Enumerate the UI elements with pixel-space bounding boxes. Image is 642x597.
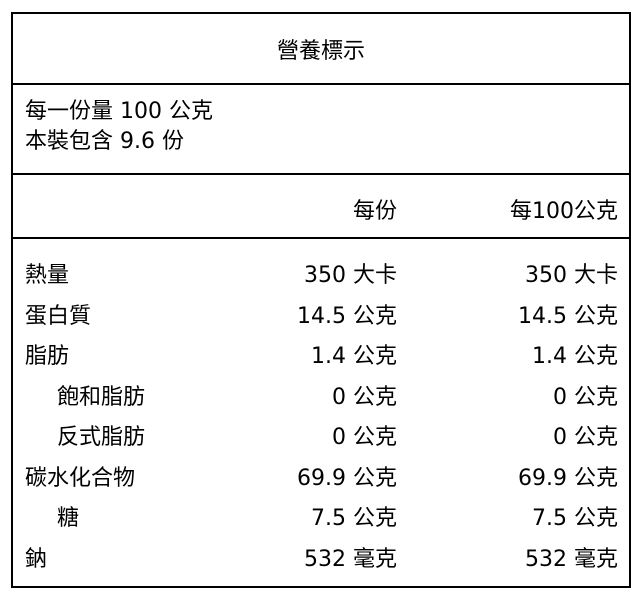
nutrient-row: 飽和脂肪 0 公克 0 公克 <box>13 377 629 418</box>
label-title: 營養標示 <box>13 14 629 85</box>
nutrient-name: 反式脂肪 <box>57 425 146 450</box>
nutrient-row: 反式脂肪 0 公克 0 公克 <box>13 417 629 458</box>
header-per-serving: 每份 <box>352 199 397 224</box>
value-per-100g: 350 大卡 <box>525 263 618 288</box>
nutrient-name: 蛋白質 <box>25 303 92 329</box>
value-per-serving: 14.5 公克 <box>297 303 397 329</box>
nutrient-row: 蛋白質 14.5 公克 14.5 公克 <box>13 296 629 337</box>
value-per-100g: 7.5 公克 <box>532 506 618 531</box>
nutrient-rows: 熱量 350 大卡 350 大卡蛋白質 14.5 公克 14.5 公克脂肪 1.4 公克 1… <box>13 239 629 579</box>
value-per-serving: 0 公克 <box>332 425 397 450</box>
nutrient-row: 熱量 350 大卡 350 大卡 <box>13 255 629 296</box>
value-per-serving: 69.9 公克 <box>297 465 397 491</box>
nutrient-name: 熱量 <box>25 263 70 288</box>
nutrient-name: 脂肪 <box>25 344 70 369</box>
value-per-serving: 350 大卡 <box>304 263 397 288</box>
nutrient-row: 糖 7.5 公克 7.5 公克 <box>13 498 629 539</box>
nutrient-name: 鈉 <box>25 546 48 572</box>
value-per-100g: 532 毫克 <box>525 546 618 572</box>
servings-per-package: 本裝包含 9.6 份 <box>25 129 184 154</box>
nutrient-row: 鈉 532 毫克 532 毫克 <box>13 539 629 580</box>
nutrition-label: 營養標示 每一份量 100 公克 本裝包含 9.6 份 每份 每100公克 熱量… <box>11 12 631 588</box>
value-per-100g: 69.9 公克 <box>518 465 618 491</box>
value-per-100g: 0 公克 <box>553 384 618 410</box>
value-per-100g: 0 公克 <box>553 425 618 450</box>
value-per-serving: 1.4 公克 <box>311 344 397 369</box>
serving-info: 每一份量 100 公克 本裝包含 9.6 份 <box>13 85 629 175</box>
value-per-100g: 1.4 公克 <box>532 344 618 369</box>
nutrient-row: 碳水化合物 69.9 公克 69.9 公克 <box>13 458 629 499</box>
value-per-100g: 14.5 公克 <box>518 303 618 329</box>
column-header: 每份 每100公克 <box>13 175 629 239</box>
nutrient-row: 脂肪 1.4 公克 1.4 公克 <box>13 336 629 377</box>
header-per-100g: 每100公克 <box>510 199 618 224</box>
value-per-serving: 532 毫克 <box>304 546 397 572</box>
nutrient-name: 碳水化合物 <box>25 465 136 491</box>
serving-size: 每一份量 100 公克 <box>25 99 213 124</box>
nutrient-name: 糖 <box>57 506 80 531</box>
value-per-serving: 7.5 公克 <box>311 506 397 531</box>
value-per-serving: 0 公克 <box>332 384 397 410</box>
nutrient-name: 飽和脂肪 <box>57 384 146 410</box>
